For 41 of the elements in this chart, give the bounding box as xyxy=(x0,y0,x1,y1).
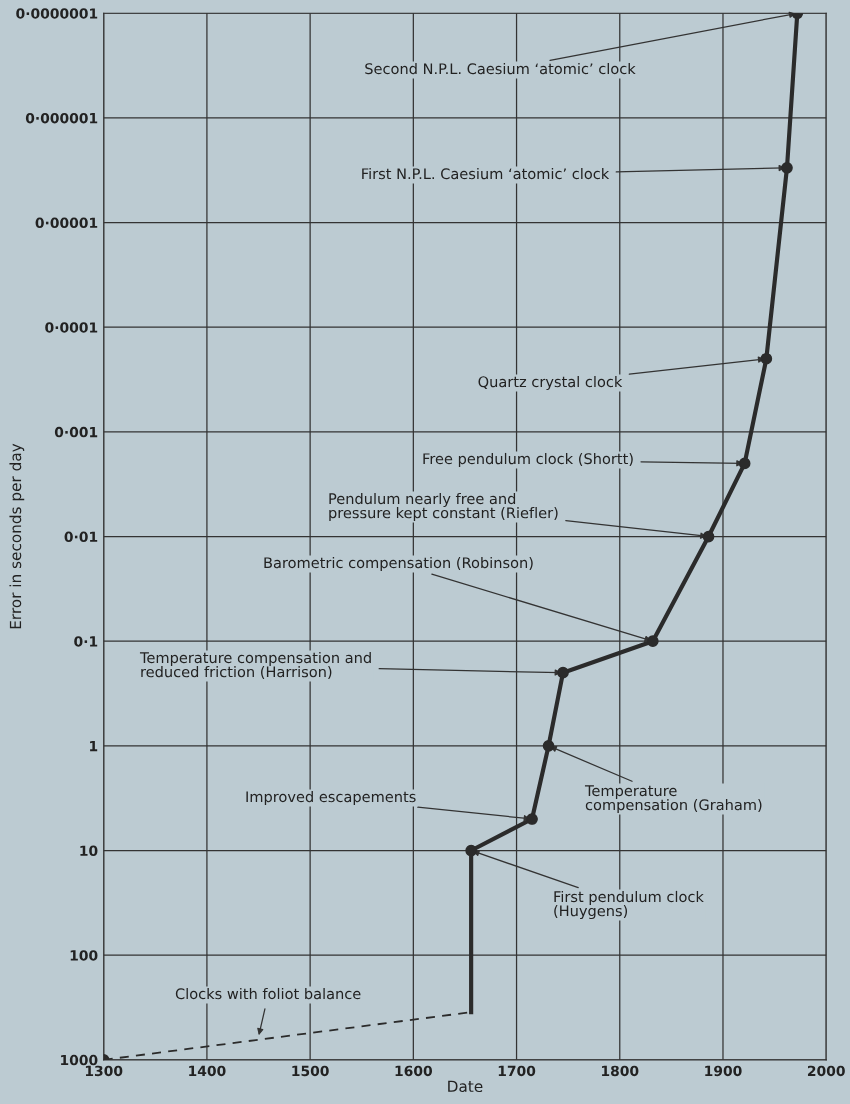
x-tick-label: 1600 xyxy=(395,1065,433,1077)
point xyxy=(465,844,477,857)
point xyxy=(526,813,538,825)
annotation: Barometric compensation (Robinson) xyxy=(264,556,533,572)
y-tick-label: 100 xyxy=(70,950,98,961)
point xyxy=(781,161,793,174)
annotation: Second N.P.L. Caesium ‘atomic’ clock xyxy=(365,62,636,75)
x-tick-label: 1800 xyxy=(602,1065,639,1077)
annotation: Free pendulum clock (Shortt) xyxy=(423,452,633,468)
y-tick-label: 0·01 xyxy=(64,531,98,543)
annotation: Temperature compensation (Graham) xyxy=(584,785,762,814)
point xyxy=(557,666,569,679)
x-tick-label: 1900 xyxy=(705,1065,742,1077)
y-tick-label: 0·00001 xyxy=(35,217,98,229)
annotation: Improved escapements xyxy=(246,790,416,806)
point xyxy=(646,635,659,648)
y-tick-label: 1000 xyxy=(61,1054,98,1066)
point xyxy=(738,457,751,470)
y-tick-label: 1 xyxy=(90,741,98,752)
x-tick-label: 1300 xyxy=(85,1065,123,1077)
y-axis-title: Error in seconds per day xyxy=(9,443,25,629)
point xyxy=(760,352,773,365)
x-tick-label: 1400 xyxy=(189,1065,226,1077)
x-tick-label: 2000 xyxy=(807,1065,845,1077)
x-tick-label: 1700 xyxy=(498,1065,536,1077)
y-tick-label: 0·1 xyxy=(74,636,98,647)
y-tick-label: 0·0001 xyxy=(45,322,98,333)
annotation: Quartz crystal clock xyxy=(478,375,623,391)
annotation: Temperature compensation and reduced friction (Harrison) xyxy=(139,651,371,679)
point xyxy=(702,530,715,543)
point xyxy=(542,740,555,752)
y-tick-label: 0·000001 xyxy=(25,112,98,124)
annotation: First N.P.L. Caesium ‘atomic’ clock xyxy=(362,167,610,180)
y-tick-label: 0·0000001 xyxy=(16,8,98,19)
annotation: Pendulum nearly free and pressure kept constant (Riefler) xyxy=(329,492,558,522)
x-axis-title: Date xyxy=(448,1080,483,1093)
y-tick-label: 10 xyxy=(80,845,98,856)
annotation: First pendulum clock (Huygens) xyxy=(554,890,704,920)
x-tick-label: 1500 xyxy=(292,1065,329,1077)
annotation: Clocks with foliot balance xyxy=(175,987,361,1000)
y-tick-label: 0·001 xyxy=(54,426,98,438)
